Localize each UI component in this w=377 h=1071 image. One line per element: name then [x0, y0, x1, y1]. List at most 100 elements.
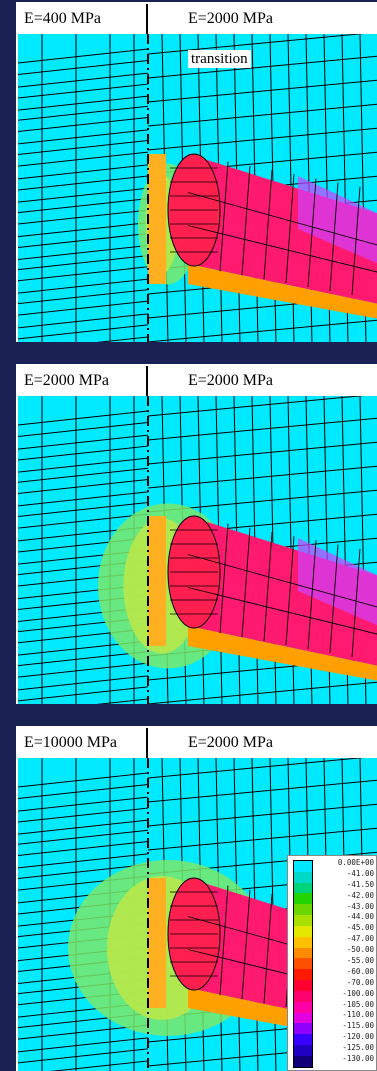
mesh-line	[18, 807, 149, 823]
transition-band	[148, 154, 166, 284]
mesh-line	[147, 319, 377, 342]
panel-2-right-label: E=2000 MPa	[188, 372, 274, 389]
mesh-line	[147, 441, 377, 465]
mesh-line	[147, 127, 377, 151]
mesh-line	[18, 841, 149, 857]
legend-swatch	[294, 947, 312, 959]
panel-1-mesh-plot	[18, 31, 377, 342]
mesh-line	[18, 117, 149, 133]
tunnel-lining-bottom	[188, 264, 377, 319]
mesh-line	[18, 479, 149, 495]
mesh-line	[18, 501, 149, 517]
mesh-line	[18, 853, 149, 869]
mesh-line	[18, 244, 149, 260]
legend-color-bar	[293, 860, 313, 1068]
mesh-line	[18, 175, 149, 191]
mesh-line	[18, 1037, 149, 1053]
mesh-line	[18, 278, 149, 294]
mesh-line	[18, 255, 149, 271]
transition-band	[148, 516, 166, 646]
mesh-line	[96, 698, 149, 704]
mesh-line	[18, 410, 149, 426]
legend-level-label: -41.50	[346, 879, 374, 889]
mesh-line	[147, 417, 377, 441]
tunnel-mesh-line	[307, 178, 317, 288]
mesh-line	[147, 55, 377, 79]
panel-3-left-label: E=10000 MPa	[18, 728, 148, 758]
legend-level-label: -125.00	[342, 1043, 374, 1053]
mesh-line	[18, 95, 149, 111]
legend-swatch	[294, 1034, 312, 1046]
legend-level-label: -105.00	[342, 999, 374, 1009]
tunnel-mesh-line	[187, 225, 377, 273]
panel-2: E=2000 MPa E=2000 MPa	[16, 364, 377, 704]
mesh-line	[18, 651, 149, 667]
mesh-line	[147, 827, 377, 851]
mesh-group	[18, 31, 377, 342]
legend-labels: 0.00E+00 -41.00 -41.50 -42.00 -43.00 -44.00 -4…	[316, 858, 376, 1065]
panel-3-right-label: E=2000 MPa	[188, 734, 274, 751]
mesh-line	[18, 491, 149, 507]
mesh-line	[18, 139, 149, 155]
mesh-line	[18, 1048, 149, 1064]
legend-swatch	[294, 915, 312, 926]
tunnel-mesh-line	[307, 540, 317, 650]
legend-level-label: -43.00	[346, 901, 374, 911]
tunnel-mesh-line	[219, 885, 229, 996]
transition-band	[148, 878, 166, 1008]
mesh-line	[18, 457, 149, 473]
tunnel-mesh-line	[241, 527, 251, 638]
legend-level-label: -110.00	[342, 1010, 374, 1020]
mesh-line	[147, 681, 377, 704]
legend-swatch	[294, 925, 312, 937]
legend-swatch	[294, 969, 312, 981]
legend-level-label: -41.00	[346, 868, 374, 878]
mesh-line	[18, 675, 149, 691]
tunnel-mesh-line	[351, 548, 361, 657]
tunnel-mesh-line	[285, 174, 295, 284]
tunnel-mesh-line	[351, 186, 361, 295]
mesh-line	[18, 796, 149, 812]
mesh-line	[18, 222, 149, 238]
mesh-line	[49, 1060, 149, 1071]
tunnel-mesh-line	[187, 192, 377, 246]
legend-level-label: -50.00	[346, 945, 374, 955]
tunnel-mesh-line	[219, 523, 229, 634]
mesh-line	[18, 324, 149, 340]
mesh-line	[18, 289, 149, 305]
legend-swatch	[294, 1023, 312, 1035]
tunnel-mesh-line	[241, 889, 251, 1000]
legend-level-label: -42.00	[346, 890, 374, 900]
legend-swatch	[294, 936, 312, 948]
mesh-line	[147, 755, 377, 779]
mesh-line	[18, 198, 149, 214]
legend-level-label: -130.00	[342, 1054, 374, 1064]
mesh-line	[18, 233, 149, 249]
mesh-line	[18, 60, 149, 75]
tunnel-mesh-line	[285, 536, 295, 646]
tunnel-lining-bottom	[188, 626, 377, 681]
legend-level-label: -60.00	[346, 966, 374, 976]
mesh-line	[18, 784, 149, 799]
tunnel-mesh-line	[263, 169, 273, 280]
legend-level-label: -100.00	[342, 988, 374, 998]
mesh-line	[96, 336, 149, 342]
tunnel-mesh-line	[187, 554, 377, 608]
tunnel-body	[188, 516, 377, 666]
legend-swatch	[294, 1001, 312, 1013]
mesh-group	[18, 755, 377, 1071]
mesh-line	[147, 103, 377, 127]
mesh-line	[18, 209, 149, 225]
mesh-line	[18, 105, 149, 121]
mesh-group	[18, 393, 377, 704]
panel-2-mesh-plot	[18, 393, 377, 704]
color-legend: 0.00E+00 -41.00 -41.50 -42.00 -43.00 -44.00 -4…	[287, 855, 377, 1071]
mesh-line	[18, 467, 149, 483]
mesh-line	[18, 164, 149, 180]
legend-level-label: -120.00	[342, 1032, 374, 1042]
tunnel-mesh-line	[263, 893, 273, 1004]
legend-swatch	[294, 1055, 312, 1067]
legend-level-label: -70.00	[346, 977, 374, 987]
tunnel-mesh-line	[329, 182, 339, 292]
mesh-line	[18, 829, 149, 845]
